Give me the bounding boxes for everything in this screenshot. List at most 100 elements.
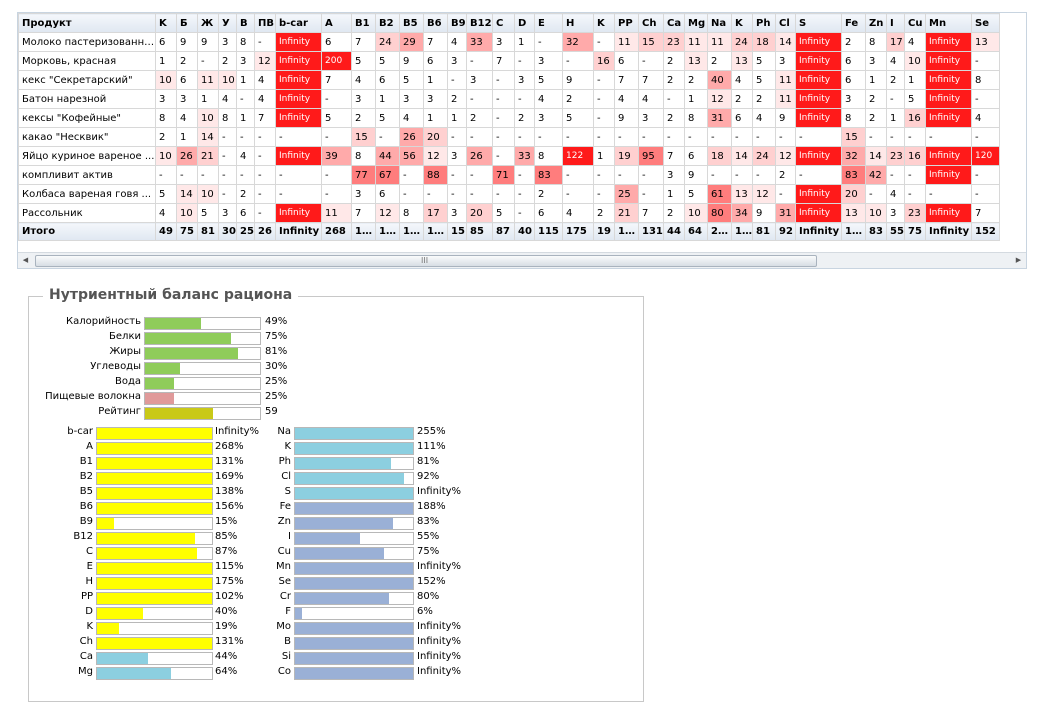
nutrient-bar-fill bbox=[97, 518, 114, 529]
column-header[interactable]: Se bbox=[971, 13, 1000, 33]
total-cell: 92 bbox=[775, 222, 796, 241]
table-row[interactable]: Молоко пастеризованн ... 6 9 9 3 8- Infinity 6 7… bbox=[18, 32, 1000, 52]
nutrient-bar-track bbox=[96, 592, 213, 605]
nutrient-percent: 25% bbox=[265, 391, 288, 402]
column-header[interactable]: Zn bbox=[865, 13, 887, 33]
column-header[interactable]: B2 bbox=[375, 13, 400, 33]
column-header[interactable]: Mn bbox=[925, 13, 972, 33]
table-row[interactable]: Яйцо куриное вареное ... 10 26 21-4- Infinit… bbox=[18, 146, 1000, 166]
column-header[interactable]: Cu bbox=[904, 13, 926, 33]
table-cell: 19 bbox=[614, 146, 639, 166]
table-cell: 32 bbox=[562, 32, 594, 52]
table-cell: 16 bbox=[593, 51, 615, 71]
table-cell: 3 bbox=[514, 70, 535, 90]
table-cell: 2 bbox=[684, 70, 708, 90]
table-cell: 71 bbox=[492, 165, 515, 185]
table-cell: - bbox=[638, 184, 664, 204]
nutrient-bar-row: Zn 83% bbox=[278, 516, 472, 531]
total-cell: 15 bbox=[447, 222, 467, 241]
nutrient-bar-track bbox=[144, 317, 261, 330]
table-cell: 3 bbox=[841, 89, 866, 109]
column-header[interactable]: b-car bbox=[275, 13, 322, 33]
table-cell: 6 bbox=[614, 51, 639, 71]
column-header[interactable]: Ch bbox=[638, 13, 664, 33]
table-cell: 2 bbox=[663, 108, 685, 128]
table-cell: 26 bbox=[176, 146, 198, 166]
column-header[interactable]: I bbox=[886, 13, 905, 33]
product-name-cell: Колбаса вареная говя ... bbox=[18, 184, 156, 204]
nutrient-label: A bbox=[86, 441, 93, 452]
column-header[interactable]: B9 bbox=[447, 13, 467, 33]
column-header[interactable]: B6 bbox=[423, 13, 448, 33]
column-header[interactable]: Б bbox=[176, 13, 198, 33]
table-cell: 2 bbox=[752, 89, 776, 109]
table-row[interactable]: кексы "Кофейные" 8 4 10 8 1 7 Infinity 5 2 5 4 1 1 2-2… bbox=[18, 108, 1000, 128]
column-header[interactable]: K bbox=[155, 13, 177, 33]
column-header[interactable]: D bbox=[514, 13, 535, 33]
nutrient-bar-track bbox=[96, 457, 213, 470]
column-header[interactable]: Mg bbox=[684, 13, 708, 33]
table-row[interactable]: кекс "Секретарский" 10 6 11 10 1 4 Infinity 7 4 6 5… bbox=[18, 70, 1000, 90]
column-header[interactable]: E bbox=[534, 13, 563, 33]
table-cell: 34 bbox=[731, 203, 753, 223]
column-header[interactable]: Cl bbox=[775, 13, 796, 33]
nutrient-bar-fill bbox=[97, 473, 212, 484]
table-cell: 9 bbox=[684, 165, 708, 185]
horizontal-scrollbar[interactable]: ◀ III ▶ bbox=[18, 252, 1026, 268]
table-cell: - bbox=[514, 89, 535, 109]
column-header[interactable]: C bbox=[492, 13, 515, 33]
total-cell: 169 bbox=[375, 222, 400, 241]
nutrient-bar-fill bbox=[295, 488, 413, 499]
table-row[interactable]: Рассольник 4 10 5 3 6- Infinity 11 7 12 8 17 3 20 5-6 4… bbox=[18, 203, 1000, 223]
nutrient-bar-row: Жиры 81% bbox=[109, 346, 319, 361]
column-header[interactable]: Na bbox=[707, 13, 732, 33]
table-row[interactable]: какао "Несквик" 2 1 14- - - - -15-26 20- - - - - - - - -… bbox=[18, 127, 1000, 147]
nutrient-percent: 64% bbox=[215, 666, 238, 677]
table-cell: 5 bbox=[399, 70, 424, 90]
table-cell: 3 bbox=[218, 32, 237, 52]
nutrient-bar-track bbox=[294, 607, 414, 620]
nutrient-percent: 81% bbox=[265, 346, 288, 357]
column-header[interactable]: PP bbox=[614, 13, 639, 33]
column-header[interactable]: Ca bbox=[663, 13, 685, 33]
column-header[interactable]: Ж bbox=[197, 13, 219, 33]
table-cell: 2 bbox=[663, 51, 685, 71]
column-header[interactable]: K bbox=[593, 13, 615, 33]
table-cell: - bbox=[466, 51, 493, 71]
column-header[interactable]: У bbox=[218, 13, 237, 33]
column-header[interactable]: Ph bbox=[752, 13, 776, 33]
product-name-cell: Молоко пастеризованн ... bbox=[18, 32, 156, 52]
table-cell: 14 bbox=[176, 184, 198, 204]
column-header-product[interactable]: Продукт bbox=[18, 13, 156, 33]
column-header[interactable]: Fe bbox=[841, 13, 866, 33]
table-row[interactable]: Батон нарезной 3 3 1 4-4 Infinity -3 1 3 3 2- - -4 2-… bbox=[18, 89, 1000, 109]
scrollbar-thumb[interactable]: III bbox=[35, 255, 817, 267]
nutrient-label: Zn bbox=[277, 516, 291, 527]
column-header[interactable]: K bbox=[731, 13, 753, 33]
nutrient-label: B12 bbox=[73, 531, 93, 542]
scroll-left-arrow-icon[interactable]: ◀ bbox=[22, 256, 29, 264]
column-header[interactable]: B5 bbox=[399, 13, 424, 33]
nutrient-percent: Infinity% bbox=[417, 561, 462, 572]
table-cell: 1 bbox=[663, 184, 685, 204]
table-cell: 4 bbox=[218, 89, 237, 109]
table-cell: 2 bbox=[865, 89, 887, 109]
scroll-right-arrow-icon[interactable]: ▶ bbox=[1015, 256, 1022, 264]
table-row[interactable]: Морковь, красная 1 2-2 3 12 Infinity 200 5 5 9 6 3-… bbox=[18, 51, 1000, 71]
table-cell: - bbox=[886, 127, 905, 147]
column-header[interactable]: B1 bbox=[351, 13, 376, 33]
nutrient-bar-track bbox=[294, 592, 414, 605]
nutrient-bar-track bbox=[294, 637, 414, 650]
table-cell: 3 bbox=[663, 165, 685, 185]
table-cell: - bbox=[593, 70, 615, 90]
column-header[interactable]: ПВ bbox=[254, 13, 276, 33]
column-header[interactable]: A bbox=[321, 13, 352, 33]
table-cell: 4 bbox=[176, 108, 198, 128]
column-header[interactable]: H bbox=[562, 13, 594, 33]
column-header[interactable]: В bbox=[236, 13, 255, 33]
table-row[interactable]: компливит актив - - - - - - - -77 67-88- -71-83- - -… bbox=[18, 165, 1000, 185]
column-header[interactable]: B12 bbox=[466, 13, 493, 33]
nutrient-bar-fill bbox=[295, 593, 389, 604]
column-header[interactable]: S bbox=[795, 13, 842, 33]
table-row[interactable]: Колбаса вареная говя ... 5 14 10-2- - -3 6- - - -… bbox=[18, 184, 1000, 204]
